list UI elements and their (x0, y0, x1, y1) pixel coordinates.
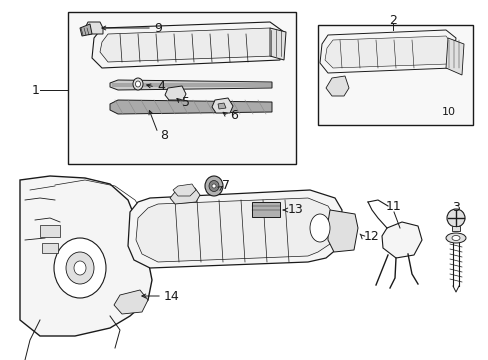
Text: 1: 1 (32, 84, 40, 96)
Polygon shape (170, 188, 200, 204)
Bar (40, 225, 60, 237)
Polygon shape (85, 22, 103, 34)
Polygon shape (136, 198, 333, 262)
Text: 8: 8 (160, 130, 168, 143)
Text: 6: 6 (229, 109, 237, 122)
Text: 12: 12 (363, 230, 379, 243)
Ellipse shape (208, 180, 219, 192)
Polygon shape (445, 38, 463, 75)
Polygon shape (325, 36, 451, 68)
Text: 3: 3 (451, 202, 459, 215)
Text: 13: 13 (287, 203, 303, 216)
Text: 10: 10 (441, 107, 455, 117)
Polygon shape (114, 290, 148, 314)
Polygon shape (110, 80, 271, 90)
Polygon shape (92, 22, 284, 68)
Text: 11: 11 (386, 201, 401, 213)
Polygon shape (128, 190, 341, 268)
Text: 4: 4 (157, 81, 164, 94)
Polygon shape (218, 103, 225, 109)
Ellipse shape (212, 184, 216, 188)
Polygon shape (319, 30, 455, 73)
Ellipse shape (135, 81, 140, 87)
Ellipse shape (309, 214, 329, 242)
Bar (68, 12, 295, 164)
Polygon shape (269, 28, 285, 60)
Ellipse shape (54, 238, 106, 298)
Ellipse shape (66, 252, 94, 284)
Polygon shape (327, 210, 357, 252)
Ellipse shape (446, 209, 464, 227)
Bar (317, 25, 472, 125)
Text: 2: 2 (388, 13, 396, 27)
Polygon shape (80, 24, 92, 36)
Bar (451, 226, 459, 231)
Text: 9: 9 (154, 22, 162, 35)
Polygon shape (100, 28, 278, 62)
Ellipse shape (451, 235, 459, 240)
Polygon shape (381, 222, 421, 258)
Ellipse shape (204, 176, 223, 196)
Ellipse shape (74, 261, 86, 275)
Bar (251, 202, 280, 217)
Text: 5: 5 (182, 95, 190, 108)
Ellipse shape (133, 78, 142, 90)
Polygon shape (173, 184, 196, 196)
Text: 14: 14 (163, 289, 180, 302)
Text: 7: 7 (222, 180, 229, 193)
Ellipse shape (445, 233, 465, 243)
Polygon shape (164, 86, 185, 100)
Bar (42, 243, 58, 253)
Polygon shape (20, 176, 152, 336)
Polygon shape (212, 98, 232, 113)
Polygon shape (325, 76, 348, 96)
Polygon shape (110, 100, 271, 114)
